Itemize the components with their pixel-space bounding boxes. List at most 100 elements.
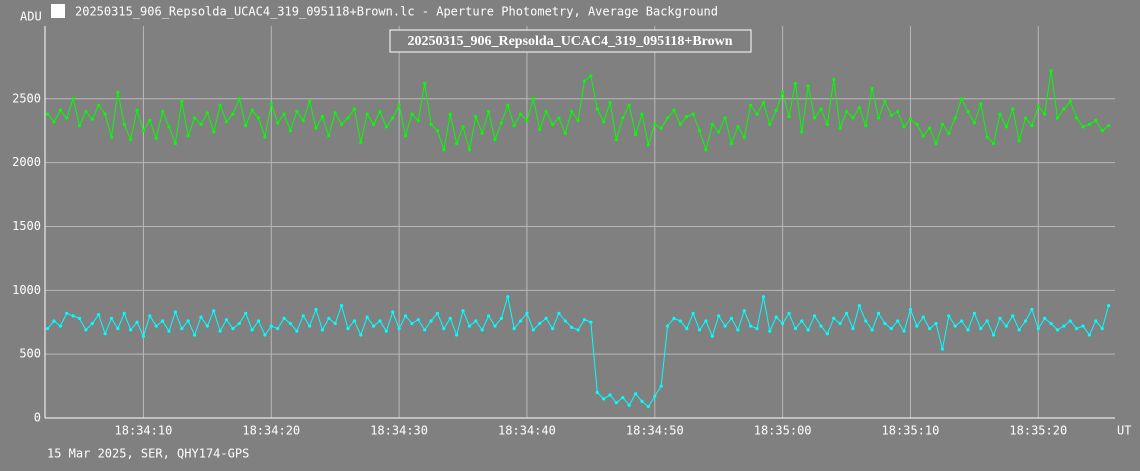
data-point bbox=[378, 319, 382, 323]
data-point bbox=[224, 120, 229, 124]
data-point bbox=[327, 134, 331, 138]
data-point bbox=[1055, 116, 1060, 120]
data-point bbox=[1023, 116, 1028, 120]
data-point bbox=[391, 116, 395, 120]
data-point bbox=[749, 324, 753, 328]
data-point bbox=[940, 347, 945, 351]
data-point bbox=[1087, 333, 1092, 337]
data-point bbox=[595, 390, 599, 395]
y-tick-label: 2500 bbox=[12, 91, 41, 105]
data-point bbox=[723, 116, 727, 120]
data-point bbox=[563, 319, 567, 323]
data-point bbox=[582, 79, 587, 83]
data-point bbox=[480, 328, 484, 332]
data-point bbox=[761, 101, 766, 105]
data-point bbox=[276, 121, 280, 125]
data-point bbox=[263, 333, 267, 337]
data-point bbox=[634, 132, 638, 137]
data-point bbox=[672, 108, 676, 112]
data-point bbox=[218, 329, 222, 333]
data-point bbox=[339, 122, 344, 126]
data-point bbox=[928, 126, 932, 130]
data-point bbox=[180, 327, 184, 331]
data-point bbox=[295, 329, 299, 333]
data-point bbox=[371, 324, 376, 328]
data-point bbox=[384, 329, 388, 333]
data-point bbox=[921, 315, 925, 319]
data-point bbox=[998, 112, 1002, 116]
data-point bbox=[429, 122, 433, 126]
data-point bbox=[1036, 327, 1040, 331]
data-point bbox=[710, 334, 714, 338]
data-point bbox=[793, 327, 798, 331]
window-title: 20250315_906_Repsolda_UCAC4_319_095118+B… bbox=[75, 5, 718, 19]
data-point bbox=[250, 328, 254, 332]
data-point bbox=[301, 118, 305, 123]
data-point bbox=[518, 319, 523, 323]
data-point bbox=[442, 327, 446, 331]
data-point bbox=[678, 319, 682, 323]
data-point bbox=[90, 321, 94, 326]
data-point bbox=[423, 328, 427, 332]
data-point bbox=[180, 99, 184, 103]
data-point bbox=[685, 327, 689, 331]
data-point bbox=[506, 295, 510, 299]
data-point bbox=[832, 316, 836, 321]
data-point bbox=[717, 130, 721, 134]
data-point bbox=[250, 108, 254, 112]
data-point bbox=[908, 307, 913, 312]
data-point bbox=[851, 327, 855, 331]
data-point bbox=[940, 122, 945, 126]
data-point bbox=[359, 140, 363, 144]
data-point bbox=[774, 315, 778, 319]
data-point bbox=[812, 116, 817, 120]
data-point bbox=[787, 115, 791, 119]
data-point bbox=[1081, 324, 1085, 328]
data-point bbox=[902, 125, 906, 129]
data-point bbox=[998, 316, 1002, 321]
data-point bbox=[518, 112, 523, 116]
data-point bbox=[308, 324, 312, 328]
data-point bbox=[499, 121, 503, 125]
data-point bbox=[244, 123, 248, 128]
data-point bbox=[1049, 69, 1053, 73]
data-point bbox=[135, 320, 139, 324]
data-point bbox=[774, 108, 778, 112]
data-point bbox=[410, 112, 414, 116]
data-point bbox=[269, 102, 273, 106]
data-point bbox=[65, 311, 69, 315]
series-line bbox=[47, 70, 1109, 152]
data-point bbox=[141, 129, 146, 133]
data-point bbox=[333, 111, 337, 115]
data-point bbox=[602, 397, 606, 401]
data-point bbox=[467, 148, 472, 152]
data-point bbox=[1075, 327, 1079, 331]
data-point bbox=[1062, 107, 1066, 111]
data-point bbox=[52, 120, 56, 124]
data-point bbox=[896, 109, 900, 114]
data-point bbox=[199, 122, 203, 126]
data-point bbox=[947, 131, 951, 135]
data-point bbox=[493, 138, 497, 142]
data-point bbox=[659, 384, 663, 388]
data-point bbox=[161, 109, 165, 114]
data-point bbox=[857, 304, 861, 308]
data-point bbox=[608, 393, 612, 397]
data-point bbox=[576, 118, 580, 123]
data-point bbox=[876, 311, 881, 315]
data-point bbox=[397, 103, 401, 107]
data-point bbox=[403, 314, 408, 318]
data-point bbox=[58, 108, 62, 112]
data-point bbox=[723, 324, 727, 328]
data-point bbox=[212, 130, 216, 134]
data-point bbox=[461, 309, 465, 313]
data-point bbox=[883, 99, 887, 103]
x-tick-label: 18:34:30 bbox=[370, 424, 428, 438]
data-point bbox=[167, 125, 171, 129]
data-point bbox=[966, 109, 970, 114]
data-point bbox=[416, 318, 420, 322]
data-point bbox=[717, 314, 721, 318]
data-point bbox=[991, 141, 996, 146]
data-point bbox=[77, 123, 82, 128]
